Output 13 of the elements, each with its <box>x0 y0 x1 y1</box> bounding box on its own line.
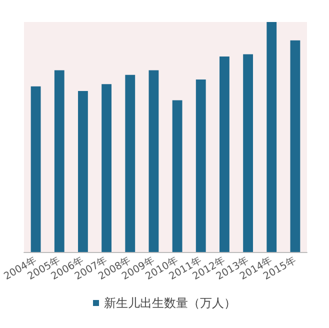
bar <box>148 70 159 252</box>
bar <box>220 56 230 252</box>
bar <box>290 40 300 252</box>
bar <box>30 86 41 252</box>
bar <box>78 91 88 252</box>
bar <box>172 100 182 252</box>
bar <box>266 22 277 252</box>
legend-label: 新生儿出生数量（万人） <box>104 296 236 310</box>
bar <box>196 80 206 252</box>
bar <box>102 84 112 252</box>
bar <box>54 70 64 252</box>
bar <box>243 54 253 252</box>
bar <box>125 74 136 252</box>
